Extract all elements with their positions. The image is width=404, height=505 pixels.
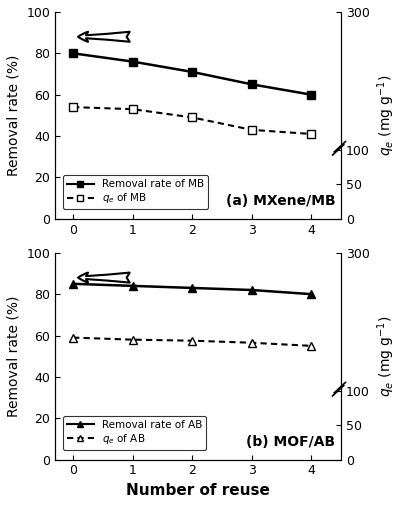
Y-axis label: Removal rate (%): Removal rate (%) — [7, 295, 21, 417]
Text: (b) MOF/AB: (b) MOF/AB — [246, 435, 335, 449]
X-axis label: Number of reuse: Number of reuse — [126, 483, 270, 498]
Legend: Removal rate of AB, $q_e$ of AB: Removal rate of AB, $q_e$ of AB — [63, 416, 206, 450]
Y-axis label: Removal rate (%): Removal rate (%) — [7, 55, 21, 176]
Legend: Removal rate of MB, $q_e$ of MB: Removal rate of MB, $q_e$ of MB — [63, 175, 208, 210]
Y-axis label: $q_e$ (mg g$^{-1}$): $q_e$ (mg g$^{-1}$) — [375, 316, 397, 397]
Text: (a) MXene/MB: (a) MXene/MB — [226, 194, 335, 209]
Y-axis label: $q_e$ (mg g$^{-1}$): $q_e$ (mg g$^{-1}$) — [375, 75, 397, 156]
